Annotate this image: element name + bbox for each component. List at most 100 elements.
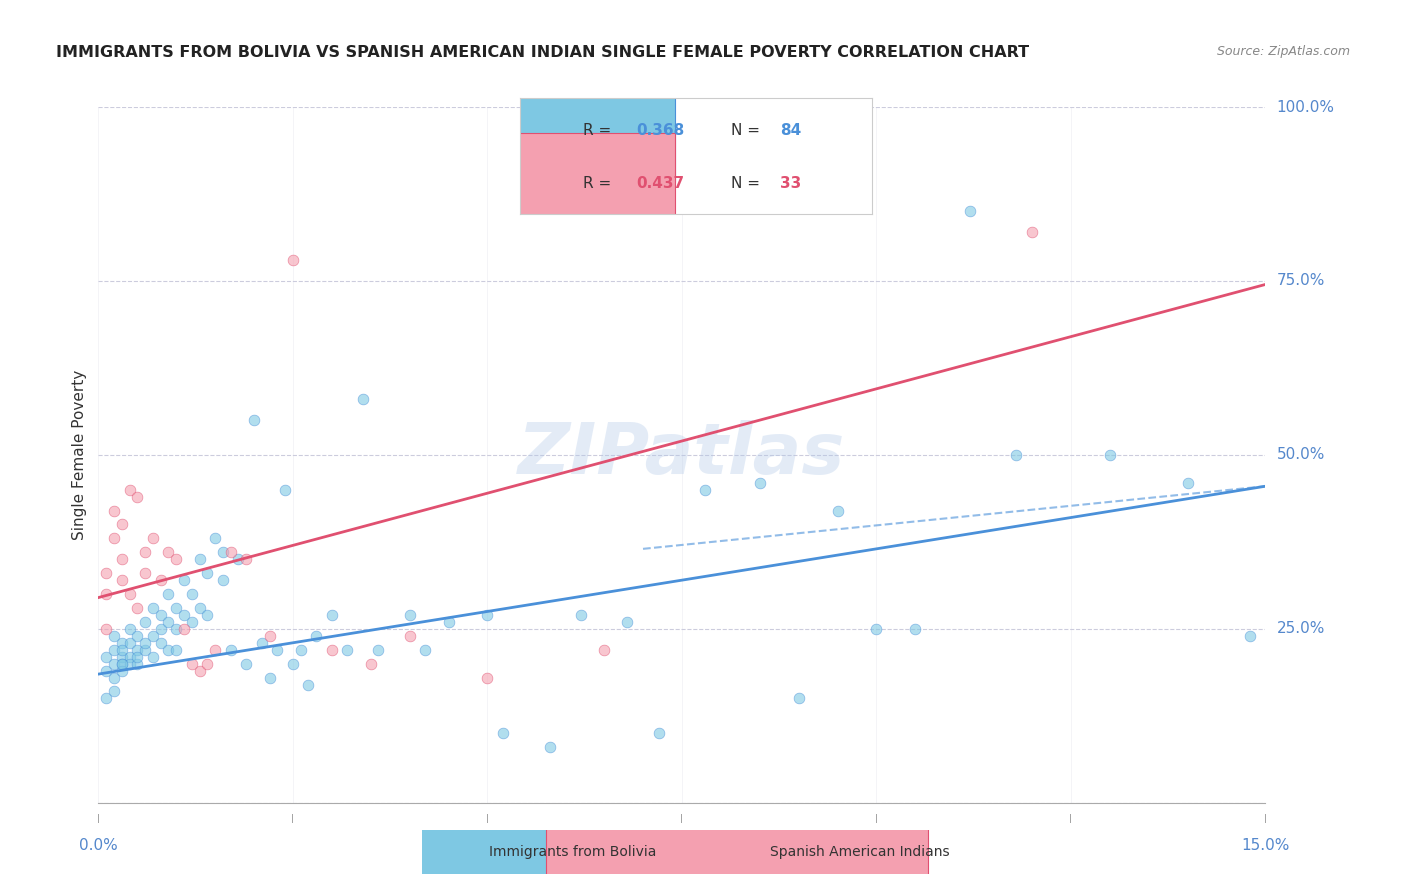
Point xyxy=(180,615,202,629)
Point xyxy=(173,622,195,636)
Point xyxy=(180,657,202,671)
Point xyxy=(195,657,218,671)
Point xyxy=(212,573,235,587)
Point xyxy=(103,532,125,546)
Point xyxy=(321,607,343,622)
Point xyxy=(142,532,165,546)
Point xyxy=(165,642,187,657)
Point xyxy=(413,642,436,657)
Point xyxy=(149,607,172,622)
Point xyxy=(103,642,125,657)
Point xyxy=(959,204,981,219)
Text: Spanish American Indians: Spanish American Indians xyxy=(770,845,950,859)
Point xyxy=(219,642,242,657)
Point xyxy=(127,601,149,615)
Point xyxy=(398,607,420,622)
Point xyxy=(103,503,125,517)
Text: 33: 33 xyxy=(780,177,801,192)
Point xyxy=(827,503,849,517)
Point xyxy=(195,566,218,581)
Point xyxy=(96,587,118,601)
Point xyxy=(118,657,141,671)
Point xyxy=(695,483,717,497)
Point xyxy=(904,622,927,636)
Point xyxy=(538,740,561,755)
Point xyxy=(134,642,156,657)
Point xyxy=(96,622,118,636)
Point xyxy=(157,615,180,629)
Point xyxy=(149,636,172,650)
Point xyxy=(360,657,382,671)
Text: |: | xyxy=(97,814,100,823)
Point xyxy=(204,642,226,657)
Point xyxy=(195,607,218,622)
Point xyxy=(103,657,125,671)
Point xyxy=(212,545,235,559)
Text: 0.437: 0.437 xyxy=(637,177,685,192)
Point xyxy=(305,629,328,643)
Point xyxy=(118,636,141,650)
Point xyxy=(103,684,125,698)
Point xyxy=(149,573,172,587)
Point xyxy=(134,545,156,559)
Text: 50.0%: 50.0% xyxy=(1277,448,1324,462)
FancyBboxPatch shape xyxy=(546,825,928,881)
Text: 75.0%: 75.0% xyxy=(1277,274,1324,288)
Point xyxy=(111,657,134,671)
Point xyxy=(111,664,134,678)
Point xyxy=(134,636,156,650)
Point xyxy=(281,657,304,671)
Point xyxy=(157,545,180,559)
Point xyxy=(111,517,134,532)
FancyBboxPatch shape xyxy=(264,825,647,881)
Point xyxy=(96,566,118,581)
Point xyxy=(1098,448,1121,462)
Point xyxy=(111,642,134,657)
Text: ZIPatlas: ZIPatlas xyxy=(519,420,845,490)
Point xyxy=(297,677,319,691)
Text: 0.368: 0.368 xyxy=(637,123,685,138)
Point xyxy=(118,622,141,636)
Point xyxy=(173,573,195,587)
Point xyxy=(103,629,125,643)
Text: 84: 84 xyxy=(780,123,801,138)
Point xyxy=(96,664,118,678)
Point xyxy=(281,253,304,268)
Point xyxy=(259,629,281,643)
Point xyxy=(188,664,211,678)
Point xyxy=(165,601,187,615)
Text: |: | xyxy=(1070,814,1073,823)
Point xyxy=(118,649,141,664)
Point xyxy=(134,615,156,629)
Point xyxy=(235,552,257,566)
Point xyxy=(569,607,592,622)
Text: IMMIGRANTS FROM BOLIVIA VS SPANISH AMERICAN INDIAN SINGLE FEMALE POVERTY CORRELA: IMMIGRANTS FROM BOLIVIA VS SPANISH AMERI… xyxy=(56,45,1029,60)
Text: |: | xyxy=(291,814,294,823)
Point xyxy=(290,642,312,657)
Text: R =: R = xyxy=(583,177,617,192)
Text: Source: ZipAtlas.com: Source: ZipAtlas.com xyxy=(1216,45,1350,58)
Point xyxy=(787,691,810,706)
Point xyxy=(111,573,134,587)
Text: 100.0%: 100.0% xyxy=(1277,100,1334,114)
Point xyxy=(142,629,165,643)
Point xyxy=(219,545,242,559)
Point xyxy=(243,413,266,427)
FancyBboxPatch shape xyxy=(422,79,675,182)
Point xyxy=(235,657,257,671)
Point xyxy=(149,622,172,636)
Point xyxy=(127,490,149,504)
Point xyxy=(127,642,149,657)
Text: 25.0%: 25.0% xyxy=(1277,622,1324,636)
Point xyxy=(437,615,460,629)
Point xyxy=(157,642,180,657)
Text: R =: R = xyxy=(583,123,617,138)
Point xyxy=(647,726,669,740)
Point xyxy=(96,649,118,664)
Point xyxy=(165,622,187,636)
Point xyxy=(250,636,273,650)
Text: 0.0%: 0.0% xyxy=(79,838,118,853)
Point xyxy=(1177,475,1199,490)
Point xyxy=(336,642,359,657)
Point xyxy=(96,691,118,706)
